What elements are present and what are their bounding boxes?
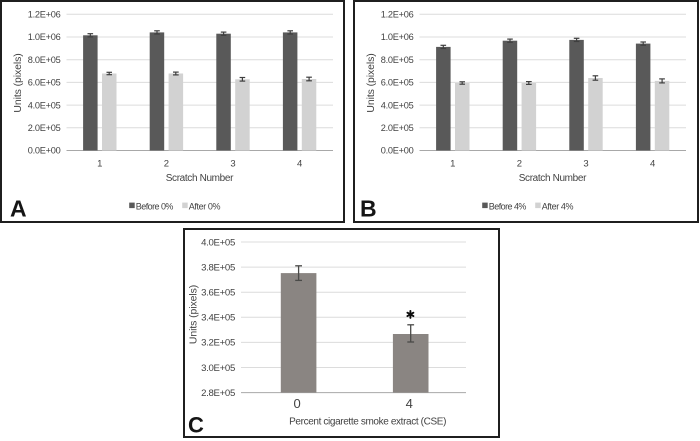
svg-text:3.2E+05: 3.2E+05 xyxy=(201,338,235,349)
svg-text:C: C xyxy=(188,413,204,437)
svg-text:B: B xyxy=(360,196,377,222)
svg-text:4: 4 xyxy=(297,159,302,170)
svg-text:4: 4 xyxy=(650,159,655,170)
svg-text:Units (pixels): Units (pixels) xyxy=(12,53,24,112)
svg-text:8.0E+05: 8.0E+05 xyxy=(381,55,414,65)
svg-text:1: 1 xyxy=(97,159,102,170)
svg-text:Units (pixels): Units (pixels) xyxy=(365,53,377,112)
svg-text:2.8E+05: 2.8E+05 xyxy=(201,388,235,399)
svg-text:1.0E+06: 1.0E+06 xyxy=(381,32,414,42)
svg-text:After 0%: After 0% xyxy=(189,201,221,211)
svg-text:2.0E+05: 2.0E+05 xyxy=(28,123,61,133)
svg-text:6.0E+05: 6.0E+05 xyxy=(381,78,414,88)
svg-text:2: 2 xyxy=(517,159,522,170)
svg-text:0: 0 xyxy=(293,396,300,411)
svg-text:Units (pixels): Units (pixels) xyxy=(188,285,200,344)
svg-text:2.0E+05: 2.0E+05 xyxy=(381,123,414,133)
svg-text:Percent cigarette smoke extrac: Percent cigarette smoke extract (CSE) xyxy=(289,416,446,427)
svg-text:4.0E+05: 4.0E+05 xyxy=(381,100,414,110)
svg-text:3: 3 xyxy=(230,159,235,170)
svg-text:3.8E+05: 3.8E+05 xyxy=(201,262,235,273)
svg-text:After 4%: After 4% xyxy=(542,201,574,211)
svg-text:6.0E+05: 6.0E+05 xyxy=(28,78,61,88)
svg-text:0.0E+00: 0.0E+00 xyxy=(381,146,414,156)
svg-text:3: 3 xyxy=(583,159,588,170)
svg-text:1.2E+06: 1.2E+06 xyxy=(28,10,61,20)
svg-text:A: A xyxy=(10,196,27,222)
svg-text:4: 4 xyxy=(406,396,413,411)
svg-text:4.0E+05: 4.0E+05 xyxy=(201,237,235,248)
svg-text:3.0E+05: 3.0E+05 xyxy=(201,363,235,374)
svg-text:3.4E+05: 3.4E+05 xyxy=(201,313,235,324)
svg-text:4.0E+05: 4.0E+05 xyxy=(28,100,61,110)
svg-text:0.0E+00: 0.0E+00 xyxy=(28,146,61,156)
svg-text:1: 1 xyxy=(450,159,455,170)
svg-text:Before 0%: Before 0% xyxy=(136,201,174,211)
svg-text:2: 2 xyxy=(164,159,169,170)
svg-text:3.6E+05: 3.6E+05 xyxy=(201,288,235,299)
svg-text:1.0E+06: 1.0E+06 xyxy=(28,32,61,42)
svg-text:8.0E+05: 8.0E+05 xyxy=(28,55,61,65)
svg-text:Before 4%: Before 4% xyxy=(489,201,527,211)
svg-text:Scratch Number: Scratch Number xyxy=(166,173,234,184)
svg-text:Scratch Number: Scratch Number xyxy=(519,173,587,184)
svg-text:1.2E+06: 1.2E+06 xyxy=(381,10,414,20)
